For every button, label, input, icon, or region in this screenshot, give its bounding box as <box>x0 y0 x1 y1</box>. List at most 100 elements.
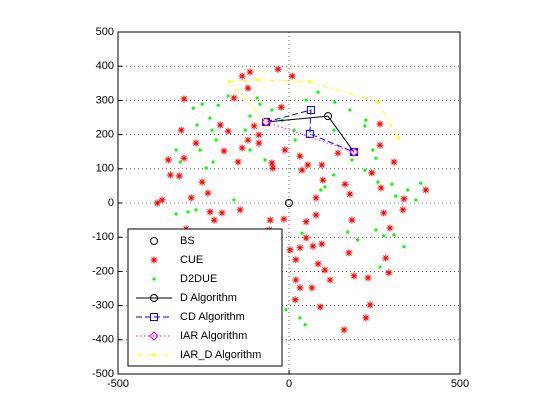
marker-dot <box>174 212 178 216</box>
marker-dot <box>248 114 252 118</box>
marker-dot <box>198 148 202 152</box>
marker-star <box>266 216 274 224</box>
marker-diamond <box>261 117 271 127</box>
marker-dot <box>348 108 352 112</box>
marker-dot <box>191 106 195 110</box>
marker-star <box>236 206 244 214</box>
series-line <box>266 115 355 153</box>
marker-star <box>180 154 188 162</box>
marker-dot <box>298 316 302 320</box>
marker-star <box>296 244 304 252</box>
marker-dot <box>194 208 198 212</box>
y-tick-label: 400 <box>96 60 114 72</box>
legend-label: CD Algorithm <box>180 311 245 323</box>
marker-dot <box>303 323 307 327</box>
marker-star <box>382 254 390 262</box>
marker-star <box>246 68 254 76</box>
marker-star <box>218 209 226 217</box>
marker-dot <box>227 79 231 84</box>
marker-star <box>204 189 212 197</box>
legend-label: D Algorithm <box>180 292 237 304</box>
marker-star <box>288 72 296 80</box>
marker-star <box>321 266 329 274</box>
marker-diamond <box>349 147 359 157</box>
marker-star <box>309 242 317 250</box>
marker-dot <box>332 128 336 132</box>
marker-dot <box>394 194 398 198</box>
marker-dot <box>402 245 406 249</box>
marker-star <box>244 84 252 92</box>
marker-star <box>280 215 288 223</box>
marker-star <box>362 314 370 322</box>
marker-star <box>318 240 326 248</box>
marker-star <box>366 301 374 309</box>
series-line <box>265 109 355 153</box>
marker-star <box>255 131 263 139</box>
marker-star <box>230 94 238 102</box>
marker-star <box>298 166 306 174</box>
marker-dot <box>346 230 350 234</box>
marker-dot <box>293 138 297 142</box>
legend-marker <box>150 256 158 264</box>
marker-dot <box>419 181 423 185</box>
y-tick-label: 0 <box>108 197 114 209</box>
marker-dot <box>243 128 247 132</box>
marker-star <box>319 176 327 184</box>
marker-dot <box>255 96 259 100</box>
legend-label: IAR_D Algorithm <box>180 349 261 361</box>
y-tick-label: -100 <box>92 231 114 243</box>
marker-dot <box>211 160 215 164</box>
marker-dot <box>371 148 375 152</box>
marker-dot <box>390 182 394 186</box>
marker-star <box>386 224 394 232</box>
legend: BS CUE D2DUE D Algorithm CD Algorithm IAR Alg… <box>127 228 283 367</box>
marker-dot <box>376 180 380 184</box>
marker-star <box>312 211 320 219</box>
y-tick-label: -200 <box>92 265 114 277</box>
marker-dot <box>195 123 199 127</box>
marker-star <box>238 72 246 80</box>
marker-dot <box>350 158 354 162</box>
marker-square <box>306 105 315 114</box>
y-tick-label: 200 <box>96 129 114 141</box>
plot-frame <box>117 31 461 375</box>
marker-dot <box>376 100 380 104</box>
marker-dot <box>214 138 218 142</box>
marker-star <box>302 234 310 242</box>
marker-star <box>234 158 242 166</box>
marker-dot <box>356 238 360 242</box>
marker-star <box>399 206 407 214</box>
marker-star <box>302 218 310 226</box>
marker-star <box>210 216 218 224</box>
marker-dot <box>200 102 204 106</box>
marker-star <box>206 208 214 216</box>
legend-marker <box>150 294 158 302</box>
marker-star <box>312 194 320 202</box>
marker-star <box>385 269 393 277</box>
marker-dot <box>364 118 368 122</box>
marker-dot <box>284 308 288 312</box>
x-tick-label: 0 <box>286 378 292 390</box>
marker-star <box>296 152 304 160</box>
marker-star <box>238 144 246 152</box>
marker-dot <box>174 148 178 152</box>
marker-star <box>314 260 322 268</box>
legend-marker <box>152 277 156 281</box>
marker-dot <box>392 233 396 237</box>
marker-star <box>291 296 299 304</box>
marker-star <box>326 276 334 284</box>
legend-marker <box>149 331 159 341</box>
marker-star <box>286 246 294 254</box>
marker-star <box>292 276 300 284</box>
marker-dot <box>232 198 236 202</box>
marker-star <box>296 284 304 292</box>
marker-star <box>348 216 356 224</box>
marker-star <box>158 196 166 204</box>
marker-dot <box>363 168 367 172</box>
marker-dot <box>414 198 418 202</box>
marker-star <box>376 120 384 128</box>
marker-star <box>390 158 398 166</box>
marker-dot <box>363 124 367 128</box>
marker-star <box>368 169 376 177</box>
